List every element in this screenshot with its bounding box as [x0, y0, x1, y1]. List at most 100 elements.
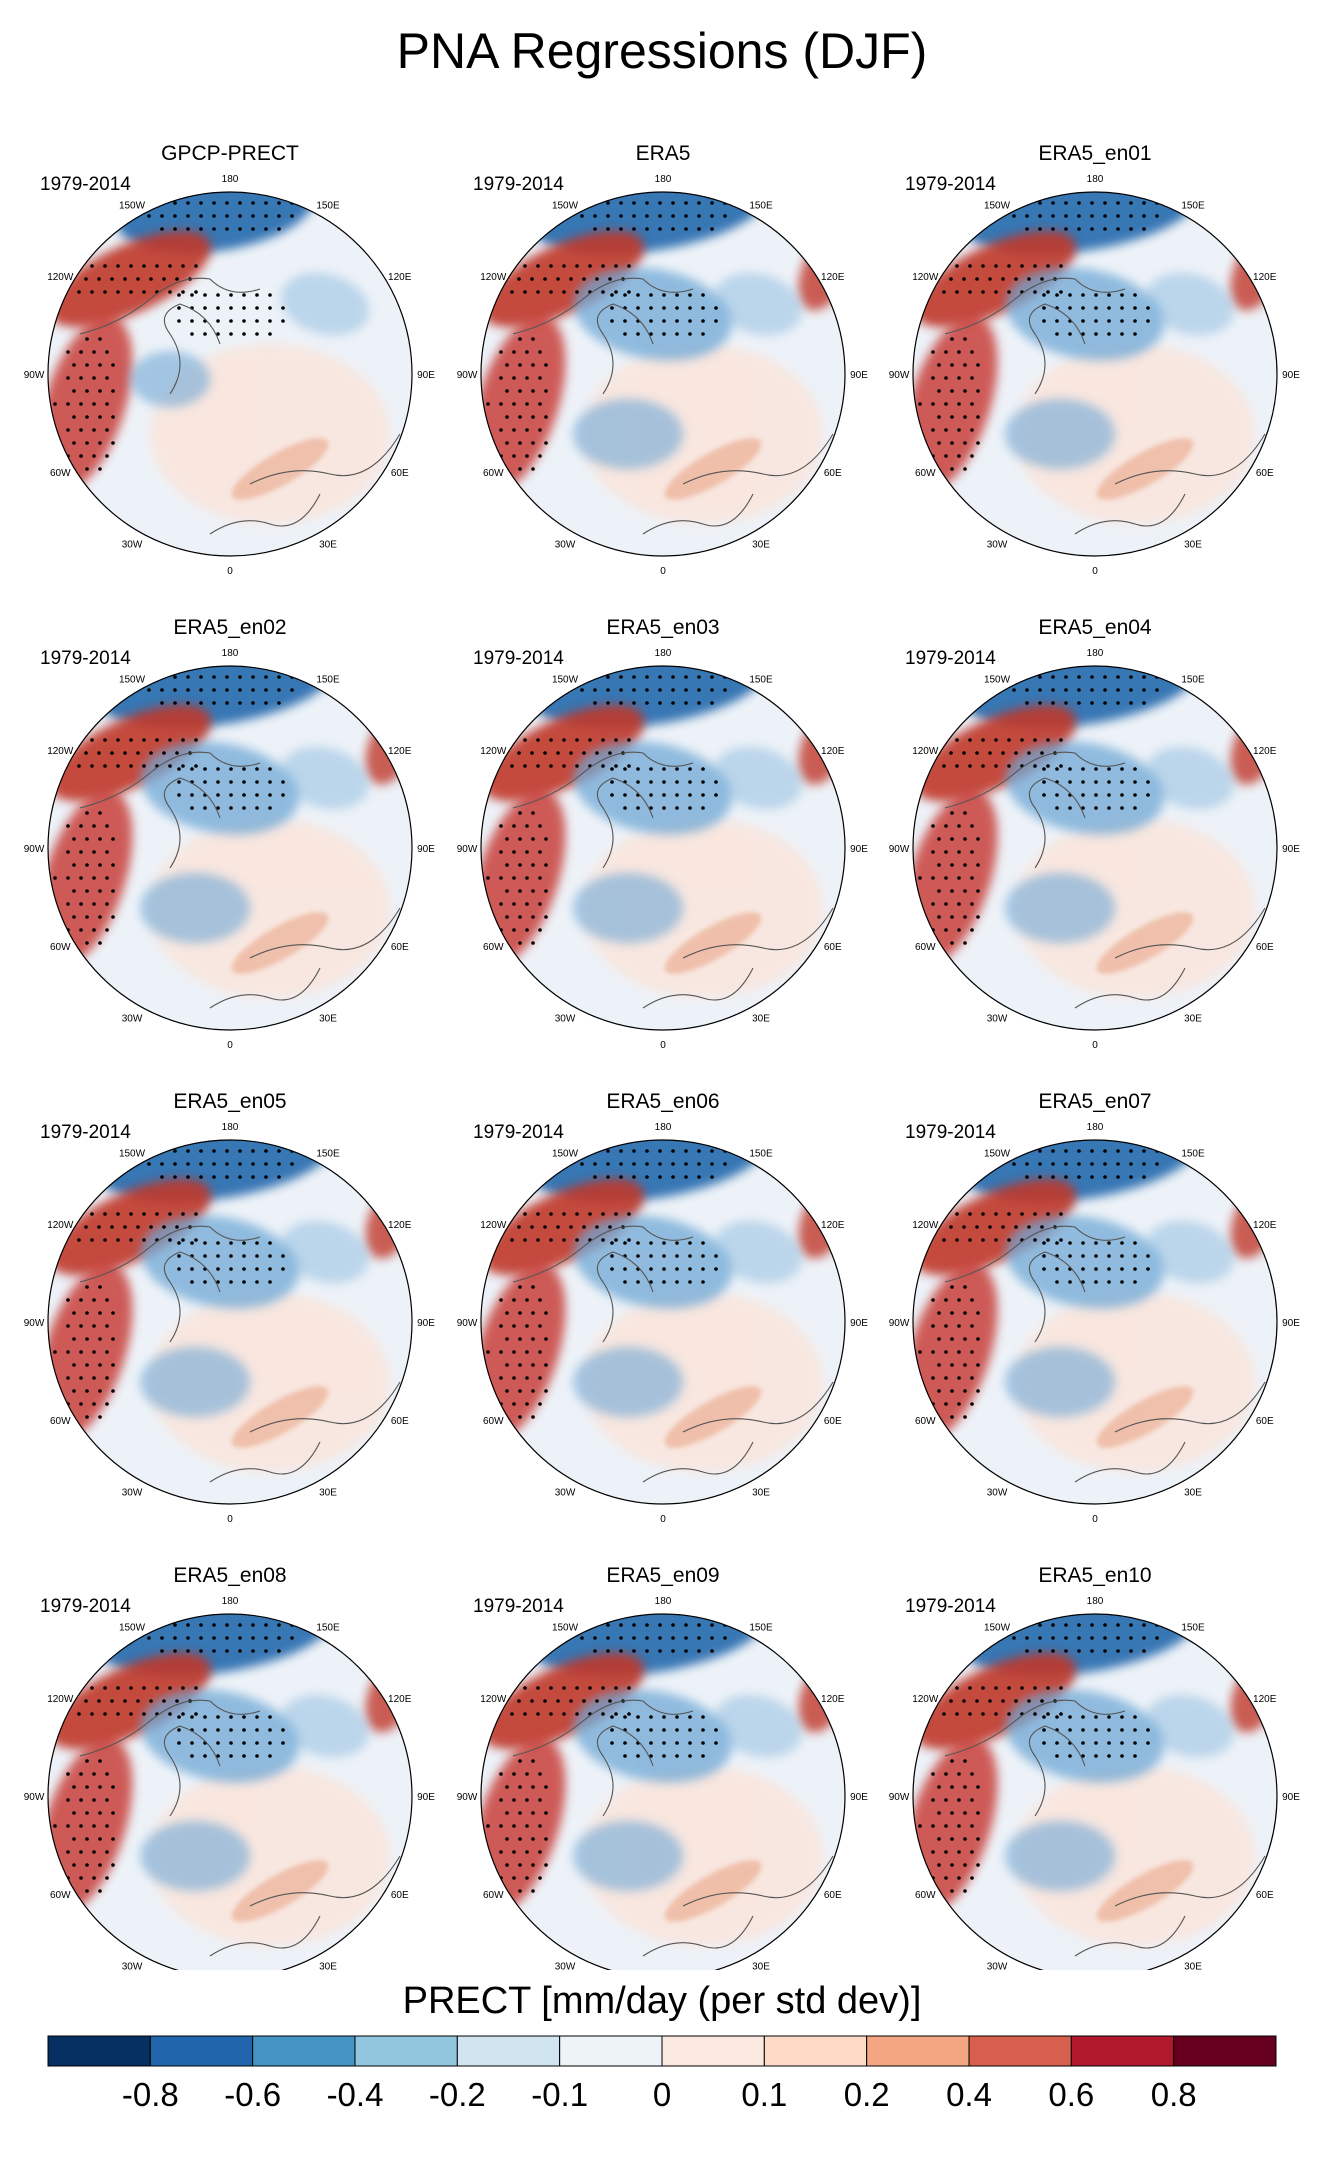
colorbar-tick-label: 0.4	[946, 2076, 992, 2113]
stipple-dot	[160, 214, 164, 218]
stipple-dot	[251, 1649, 255, 1653]
stipple-dot	[649, 332, 653, 336]
stipple-dot	[499, 824, 503, 828]
stipple-dot	[536, 1212, 540, 1216]
stipple-dot	[518, 915, 522, 919]
longitude-label: 120E	[388, 1220, 412, 1231]
stipple-dot	[1081, 293, 1085, 297]
stipple-dot	[155, 1212, 159, 1216]
stipple-dot	[684, 1649, 688, 1653]
stipple-dot	[277, 1610, 281, 1614]
longitude-label: 60E	[1256, 468, 1274, 479]
stipple-dot	[1090, 1649, 1094, 1653]
coastline	[1114, 1381, 1266, 1433]
stipple-dot	[85, 915, 89, 919]
stipple-dot	[1059, 764, 1063, 768]
stipple-dot	[1120, 806, 1124, 810]
stipple-dot	[98, 863, 102, 867]
stipple-dot	[614, 1712, 618, 1716]
longitude-label: 180	[655, 1122, 672, 1133]
stipple-dot	[512, 1376, 516, 1380]
stipple-dot	[1064, 1149, 1068, 1153]
longitude-label: 90E	[850, 844, 868, 855]
stipple-dot	[1059, 1686, 1063, 1690]
stipple-dot	[1007, 738, 1011, 742]
stipple-dot	[957, 376, 961, 380]
stipple-dot	[242, 767, 246, 771]
stipple-dot	[1120, 1741, 1124, 1745]
stipple-dot	[147, 675, 151, 679]
stipple-dot	[619, 1623, 623, 1627]
colorbar-tick-label: 0.2	[844, 2076, 890, 2113]
stipple-dot	[632, 1162, 636, 1166]
stipple-dot	[988, 1225, 992, 1229]
north-pacific-high	[481, 1178, 645, 1276]
stipple-dot	[518, 389, 522, 393]
stipple-dot	[255, 306, 259, 310]
stipple-dot	[79, 428, 83, 432]
stipple-dot	[225, 1149, 229, 1153]
stipple-dot	[536, 290, 540, 294]
stipple-dot	[632, 1623, 636, 1627]
stipple-dot	[199, 201, 203, 205]
longitude-label: 60E	[391, 468, 409, 479]
stipple-dot	[1068, 1254, 1072, 1258]
stipple-dot	[512, 824, 516, 828]
stipple-dot	[85, 889, 89, 893]
significance-stipple	[53, 188, 294, 471]
longitude-label: 90E	[417, 1792, 435, 1803]
stipple-dot	[103, 1212, 107, 1216]
north-pacific-low	[961, 1614, 1199, 1676]
longitude-label: 30W	[555, 1488, 576, 1499]
stipple-dot	[229, 806, 233, 810]
stipple-dot	[1142, 688, 1146, 692]
stipple-dot	[512, 1298, 516, 1302]
colorbar-tick-label: 0.6	[1048, 2076, 1094, 2113]
stipple-dot	[942, 290, 946, 294]
stipple-dot	[662, 293, 666, 297]
stipple-dot	[77, 290, 81, 294]
stipple-dot	[518, 1863, 522, 1867]
stipple-dot	[255, 1754, 259, 1758]
stipple-dot	[85, 1785, 89, 1789]
stipple-dot	[264, 188, 268, 192]
stipple-dot	[619, 1136, 623, 1140]
stipple-dot	[963, 1311, 967, 1315]
stipple-dot	[645, 188, 649, 192]
stipple-dot	[103, 764, 107, 768]
europe-high	[1096, 1860, 1194, 1922]
stipple-dot	[963, 337, 967, 341]
longitude-label: 120E	[388, 272, 412, 283]
stipple-dot	[242, 793, 246, 797]
colorbar-swatch	[968, 2035, 1072, 2067]
stipple-dot	[517, 1225, 521, 1229]
north-pacific-low	[961, 192, 1199, 254]
stipple-dot	[242, 806, 246, 810]
stipple-dot	[1081, 1280, 1085, 1284]
stipple-dot	[203, 1754, 207, 1758]
weak-positive-field	[583, 818, 823, 998]
stipple-dot	[111, 837, 115, 841]
stipple-dot	[1146, 1267, 1150, 1271]
stipple-dot	[1155, 1636, 1159, 1640]
colorbar-tick-label: 0.8	[1151, 2076, 1197, 2113]
stipple-dot	[1116, 688, 1120, 692]
stipple-dot	[955, 290, 959, 294]
stipple-dot	[963, 941, 967, 945]
stipple-dot	[1059, 290, 1063, 294]
north-pacific-low	[529, 1614, 767, 1676]
stipple-dot	[701, 306, 705, 310]
stipple-dot	[525, 428, 529, 432]
stipple-dot	[85, 941, 89, 945]
stipple-dot	[105, 402, 109, 406]
stipple-dot	[931, 1324, 935, 1328]
stipple-dot	[531, 837, 535, 841]
stipple-dot	[199, 1175, 203, 1179]
stipple-dot	[688, 1728, 692, 1732]
longitude-label: 0	[227, 1514, 233, 1525]
stipple-dot	[538, 1324, 542, 1328]
stipple-dot	[1081, 1741, 1085, 1745]
